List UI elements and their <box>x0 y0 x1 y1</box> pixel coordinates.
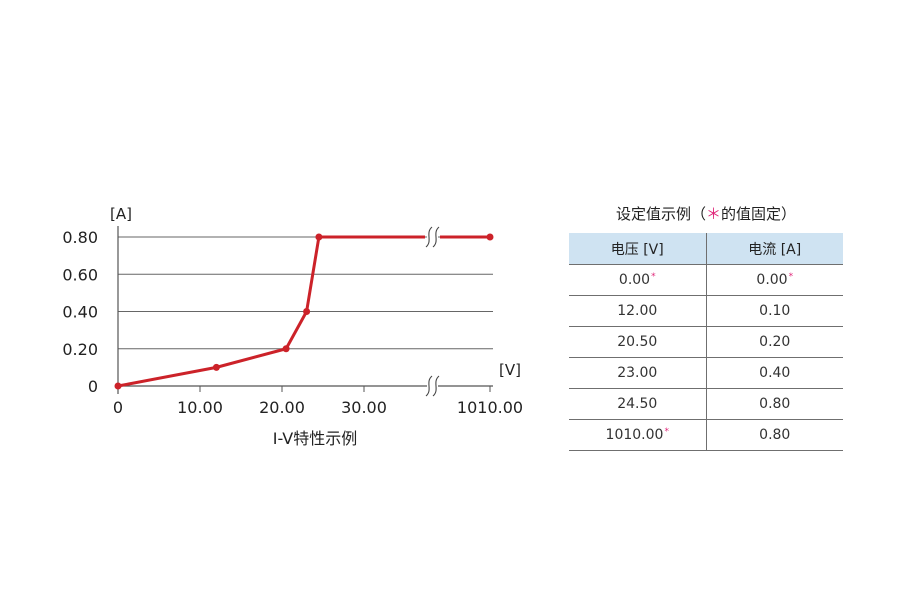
table-title-prefix: 设定值示例（ <box>615 205 706 223</box>
cell-voltage-5: 1010.00* <box>569 419 706 451</box>
y-axis-unit: [A] <box>110 205 132 223</box>
data-point-5 <box>486 233 494 241</box>
table-row: 0.00* 0.00* <box>569 264 843 296</box>
cell-value: 0.80 <box>759 396 791 412</box>
series-segment-3 <box>305 235 321 313</box>
cell-current-2: 0.20 <box>705 326 843 358</box>
header-voltage: 电压 [V] <box>569 233 706 265</box>
table-title-suffix: 的值固定） <box>721 205 797 223</box>
cell-voltage-2: 20.50 <box>569 326 706 358</box>
fixed-value-mark: * <box>788 272 794 282</box>
header-current: 电流 [A] <box>705 233 843 265</box>
break-gap-0 <box>427 227 438 247</box>
table-header-row: 电压 [V] 电流 [A] <box>569 233 843 265</box>
table-body: 0.00* 0.00* 12.00 0.10 20.50 0.20 23.00 0.40 24.… <box>569 264 843 451</box>
y-tick-label-3: 0.60 <box>62 265 98 284</box>
y-tick-label-1: 0.20 <box>62 340 98 359</box>
cell-current-4: 0.80 <box>705 388 843 420</box>
cell-value: 0.40 <box>759 365 791 381</box>
cell-value: 12.00 <box>617 303 658 319</box>
cell-voltage-3: 23.00 <box>569 357 706 389</box>
data-point-3 <box>303 308 311 315</box>
series-segment-0 <box>116 365 218 388</box>
cell-value: 0.80 <box>759 427 791 443</box>
cell-voltage-1: 12.00 <box>569 295 706 327</box>
cell-value: 0.20 <box>759 334 791 350</box>
data-series <box>114 233 494 390</box>
series-segment-2 <box>284 310 309 351</box>
x-tick-label-0: 0 <box>113 398 123 417</box>
data-point-0 <box>114 382 122 390</box>
break-mark-0-1 <box>432 226 440 248</box>
y-tick-label-0: 0 <box>88 377 98 396</box>
x-tick-labels: 0 10.00 20.00 30.00 1010.00 <box>113 398 523 417</box>
chart-caption: I-V特性示例 <box>273 429 358 448</box>
x-tick-label-1: 10.00 <box>177 398 223 417</box>
cell-value: 24.50 <box>617 396 658 412</box>
cell-value: 0.00 <box>618 272 651 288</box>
settings-example-table-panel: 设定值示例（＊的值固定） 电压 [V] 电流 [A] 0.00* 0.00* 12.… <box>569 203 843 451</box>
cell-voltage-0: 0.00* <box>569 264 706 296</box>
cell-value: 1010.00 <box>605 427 664 443</box>
settings-table: 电压 [V] 电流 [A] 0.00* 0.00* 12.00 0.10 20.50 0.… <box>569 233 843 451</box>
break-mark-0-0 <box>425 226 433 248</box>
cell-current-1: 0.10 <box>705 295 843 327</box>
table-row: 1010.00* 0.80 <box>569 419 843 451</box>
y-tick-label-4: 0.80 <box>62 228 98 247</box>
x-tick-label-3: 30.00 <box>341 398 387 417</box>
cell-value: 0.00 <box>756 272 788 288</box>
fixed-value-mark: * <box>664 427 669 437</box>
cell-current-5: 0.80 <box>705 419 843 451</box>
break-gap-1 <box>427 376 438 396</box>
break-mark-1-1 <box>432 375 440 397</box>
cell-voltage-4: 24.50 <box>569 388 706 420</box>
table-row: 12.00 0.10 <box>569 295 843 327</box>
fixed-value-mark: * <box>651 272 656 282</box>
table-title-star: ＊ <box>705 205 721 223</box>
grid-lines <box>118 236 493 350</box>
table-row: 20.50 0.20 <box>569 326 843 358</box>
data-point-1 <box>212 363 220 371</box>
axis-break-marks <box>425 226 440 397</box>
break-mark-1-0 <box>425 375 433 397</box>
x-tick-label-4: 1010.00 <box>457 398 523 417</box>
table-row: 24.50 0.80 <box>569 388 843 420</box>
iv-chart: 0 0.20 0.40 0.60 0.80 0 10.00 20.00 30.00 1010.0… <box>62 205 523 448</box>
x-axis-unit: [V] <box>499 361 521 379</box>
cell-value: 0.10 <box>759 303 791 319</box>
cell-current-3: 0.40 <box>705 357 843 389</box>
table-title: 设定值示例（＊的值固定） <box>569 203 843 224</box>
cell-value: 23.00 <box>617 365 658 381</box>
x-tick-label-2: 20.00 <box>259 398 305 417</box>
data-point-4 <box>315 233 323 241</box>
data-point-2 <box>282 345 290 353</box>
y-tick-labels: 0 0.20 0.40 0.60 0.80 <box>62 228 98 396</box>
cell-current-0: 0.00* <box>705 264 843 296</box>
y-tick-label-2: 0.40 <box>62 303 98 322</box>
table-row: 23.00 0.40 <box>569 357 843 389</box>
cell-value: 20.50 <box>617 334 658 350</box>
series-segment-1 <box>214 347 288 369</box>
